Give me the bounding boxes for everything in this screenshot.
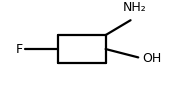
Text: NH₂: NH₂ [122, 1, 146, 14]
Text: F: F [16, 43, 23, 55]
Text: OH: OH [142, 52, 161, 65]
